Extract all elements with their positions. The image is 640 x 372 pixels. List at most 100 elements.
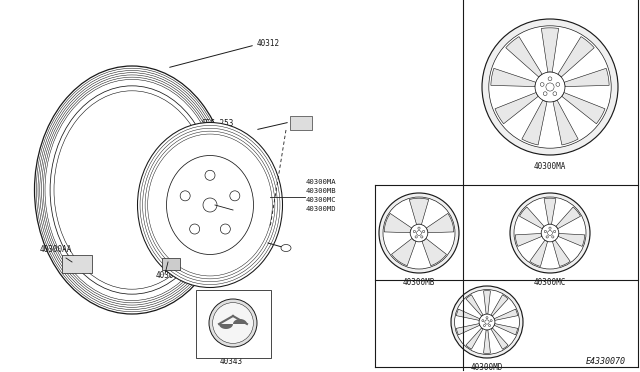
Ellipse shape [50, 86, 214, 294]
Circle shape [510, 193, 590, 273]
Circle shape [556, 83, 560, 86]
Text: (40700M): (40700M) [202, 128, 239, 138]
Ellipse shape [189, 224, 200, 234]
Polygon shape [491, 328, 508, 349]
Circle shape [479, 314, 495, 330]
Polygon shape [520, 207, 544, 229]
Polygon shape [552, 240, 570, 266]
Text: 40300AA: 40300AA [40, 246, 72, 254]
Circle shape [548, 231, 552, 235]
Circle shape [543, 92, 547, 96]
Text: 40300MA: 40300MA [306, 179, 337, 185]
Text: SEC.253: SEC.253 [202, 119, 234, 128]
Circle shape [541, 224, 559, 242]
Polygon shape [494, 324, 518, 335]
Circle shape [483, 324, 486, 327]
Circle shape [413, 230, 415, 232]
Ellipse shape [166, 155, 253, 254]
Circle shape [514, 197, 586, 269]
Polygon shape [553, 100, 578, 145]
Polygon shape [544, 198, 556, 224]
Circle shape [420, 236, 423, 238]
Polygon shape [562, 93, 605, 124]
Polygon shape [495, 93, 538, 124]
Polygon shape [466, 295, 483, 316]
Text: E4330070: E4330070 [586, 357, 626, 366]
Circle shape [485, 320, 489, 324]
Bar [62, 255, 92, 273]
Ellipse shape [205, 170, 215, 180]
Bar [196, 290, 271, 358]
Circle shape [209, 299, 257, 347]
Polygon shape [491, 68, 536, 87]
Circle shape [546, 83, 554, 91]
Circle shape [544, 230, 547, 232]
Circle shape [553, 92, 557, 96]
Text: 40300MB: 40300MB [403, 278, 435, 287]
Ellipse shape [180, 191, 190, 201]
Circle shape [482, 19, 618, 155]
Text: 40300MD: 40300MD [306, 206, 337, 212]
Circle shape [546, 236, 548, 238]
Polygon shape [384, 214, 412, 233]
Polygon shape [410, 198, 429, 225]
Polygon shape [484, 330, 490, 353]
Bar [290, 116, 312, 130]
Polygon shape [219, 324, 233, 329]
Circle shape [212, 302, 253, 343]
Polygon shape [426, 214, 454, 233]
Ellipse shape [281, 244, 291, 251]
Polygon shape [494, 309, 518, 320]
Polygon shape [466, 328, 483, 349]
Text: 40300MC: 40300MC [534, 278, 566, 287]
Ellipse shape [230, 191, 240, 201]
Circle shape [554, 230, 556, 232]
Text: 40300MA: 40300MA [534, 162, 566, 171]
Circle shape [418, 227, 420, 229]
Text: 40310A: 40310A [235, 205, 263, 215]
Circle shape [417, 231, 421, 235]
Polygon shape [456, 309, 480, 320]
Bar [162, 258, 180, 270]
Circle shape [535, 72, 565, 102]
Circle shape [490, 320, 492, 322]
Polygon shape [491, 295, 508, 316]
Text: 40300MD: 40300MD [471, 363, 503, 372]
Polygon shape [233, 319, 247, 324]
Polygon shape [564, 68, 609, 87]
Polygon shape [506, 36, 542, 77]
Text: 40300MC: 40300MC [306, 197, 337, 203]
Polygon shape [392, 238, 416, 266]
Circle shape [549, 227, 551, 229]
Ellipse shape [220, 224, 230, 234]
Polygon shape [515, 234, 542, 246]
Circle shape [489, 26, 611, 148]
Circle shape [379, 193, 459, 273]
Text: 40300A: 40300A [156, 272, 184, 280]
Circle shape [486, 317, 488, 319]
Circle shape [383, 197, 455, 269]
Polygon shape [484, 291, 490, 314]
Circle shape [454, 289, 520, 355]
Polygon shape [456, 324, 480, 335]
Circle shape [488, 324, 491, 327]
Circle shape [415, 236, 417, 238]
Polygon shape [422, 238, 447, 266]
Circle shape [482, 320, 484, 322]
Circle shape [451, 286, 523, 358]
Polygon shape [530, 240, 548, 266]
Ellipse shape [138, 122, 282, 288]
Polygon shape [541, 28, 559, 72]
Polygon shape [558, 36, 594, 77]
Ellipse shape [203, 198, 217, 212]
Text: 40312: 40312 [257, 39, 280, 48]
Polygon shape [558, 234, 585, 246]
Text: 40343: 40343 [220, 357, 243, 366]
Circle shape [540, 83, 544, 86]
Circle shape [422, 230, 425, 232]
Text: 40300MB: 40300MB [306, 188, 337, 194]
Circle shape [410, 224, 428, 242]
Circle shape [548, 77, 552, 81]
Polygon shape [556, 207, 580, 229]
Circle shape [552, 236, 554, 238]
